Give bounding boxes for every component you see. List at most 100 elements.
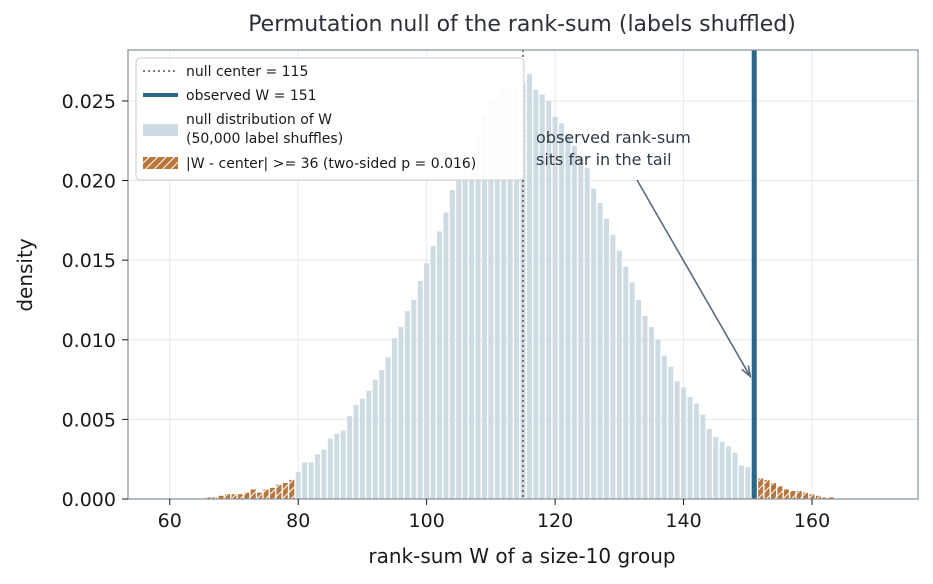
null-bar	[327, 438, 333, 499]
tail-bar	[758, 478, 764, 499]
null-bar	[353, 405, 359, 499]
null-bar	[738, 465, 744, 499]
null-bar	[340, 430, 346, 499]
null-bar	[308, 462, 314, 499]
null-bar	[629, 282, 635, 499]
null-bar	[398, 327, 404, 499]
histogram-bars	[205, 73, 834, 500]
null-bar	[379, 370, 385, 499]
x-tick-label: 120	[537, 510, 573, 532]
null-bar	[655, 339, 661, 499]
legend-label: null distribution of W	[186, 112, 332, 128]
null-bar	[603, 218, 610, 499]
null-bar	[591, 188, 597, 499]
null-bar	[424, 263, 430, 499]
null-bar	[488, 99, 494, 499]
null-bar	[565, 134, 571, 499]
legend-tail-handle	[143, 157, 178, 169]
legend-label: null center = 115	[186, 64, 308, 80]
null-bar	[347, 416, 353, 499]
null-bar	[578, 156, 584, 499]
legend-null-handle	[143, 124, 178, 136]
null-bar	[449, 190, 455, 500]
null-bar	[732, 452, 738, 499]
reference-lines	[522, 50, 757, 499]
tail-bar	[212, 497, 218, 499]
y-axis-ticks: 0.000 0.005 0.010 0.015 0.020 0.025	[62, 91, 128, 511]
null-bar	[501, 89, 507, 499]
y-tick-label: 0.010	[62, 330, 116, 352]
tail-bar	[244, 492, 250, 499]
x-tick-label: 80	[286, 510, 310, 532]
tail-bar	[205, 497, 211, 499]
null-bar	[411, 299, 417, 499]
tail-bar	[231, 494, 237, 499]
null-bar	[526, 73, 532, 499]
annotation-arrowhead	[741, 365, 752, 379]
y-tick-label: 0.020	[62, 171, 116, 193]
null-bar	[668, 366, 674, 499]
tail-bar	[289, 479, 295, 499]
tail-bar	[764, 479, 770, 499]
x-tick-label: 160	[794, 510, 830, 532]
legend-label: observed W = 151	[186, 88, 317, 104]
null-bar	[507, 88, 513, 499]
null-bar	[321, 449, 327, 499]
null-bar	[648, 327, 654, 499]
tail-bar	[250, 489, 256, 499]
null-bar	[571, 145, 577, 499]
null-bar	[417, 280, 423, 499]
legend: null center = 115 observed W = 151 null di…	[135, 57, 525, 181]
null-bar	[719, 441, 725, 499]
null-bar	[475, 135, 481, 499]
tail-bar	[822, 497, 828, 499]
legend-box	[135, 57, 525, 181]
tail-bar	[777, 486, 783, 499]
null-bar	[359, 398, 365, 499]
tail-annotation: observed rank-sum sits far in the tail	[536, 128, 752, 379]
plot-frame	[127, 49, 919, 500]
null-bar	[661, 355, 667, 499]
null-bar	[745, 467, 751, 499]
null-bar	[481, 115, 487, 499]
tail-bar	[263, 489, 269, 499]
null-bar	[314, 454, 320, 499]
y-tick-label: 0.025	[62, 91, 116, 113]
x-tick-label: 140	[665, 510, 701, 532]
annotation-text: sits far in the tail	[536, 150, 672, 169]
y-axis-label: density	[13, 238, 37, 311]
null-bar	[616, 250, 622, 499]
tail-bar	[803, 492, 809, 499]
tail-bar	[225, 494, 231, 499]
legend-label: |W - center| >= 36 (two-sided p = 0.016)	[186, 156, 476, 172]
null-bar	[674, 381, 680, 499]
null-bar	[302, 462, 308, 499]
annotation-arrow	[636, 179, 751, 377]
null-bar	[687, 397, 693, 499]
chart-title: Permutation null of the rank-sum (labels…	[248, 12, 796, 37]
y-tick-label: 0.015	[62, 250, 116, 272]
x-axis-ticks: 60 80 100 120 140 160	[158, 499, 830, 532]
y-tick-label: 0.000	[62, 489, 116, 511]
tail-bar	[770, 483, 776, 499]
null-bar	[456, 175, 462, 499]
null-bar	[706, 428, 712, 499]
null-bar	[430, 245, 436, 499]
null-bar	[494, 97, 500, 499]
legend-label: (50,000 label shuffles)	[186, 131, 343, 147]
tail-bar	[783, 489, 789, 499]
null-bar	[404, 311, 410, 499]
null-bar	[584, 167, 590, 499]
null-bar	[385, 357, 391, 499]
null-bar	[636, 299, 642, 499]
null-bar	[713, 436, 719, 499]
null-bar	[295, 471, 301, 499]
null-bar	[462, 163, 468, 500]
null-bar	[546, 100, 552, 500]
null-bar	[693, 403, 699, 499]
x-tick-label: 60	[158, 510, 182, 532]
null-bar	[610, 234, 616, 499]
tail-bar	[796, 491, 802, 499]
null-bar	[436, 231, 443, 500]
tail-bar	[257, 492, 263, 499]
